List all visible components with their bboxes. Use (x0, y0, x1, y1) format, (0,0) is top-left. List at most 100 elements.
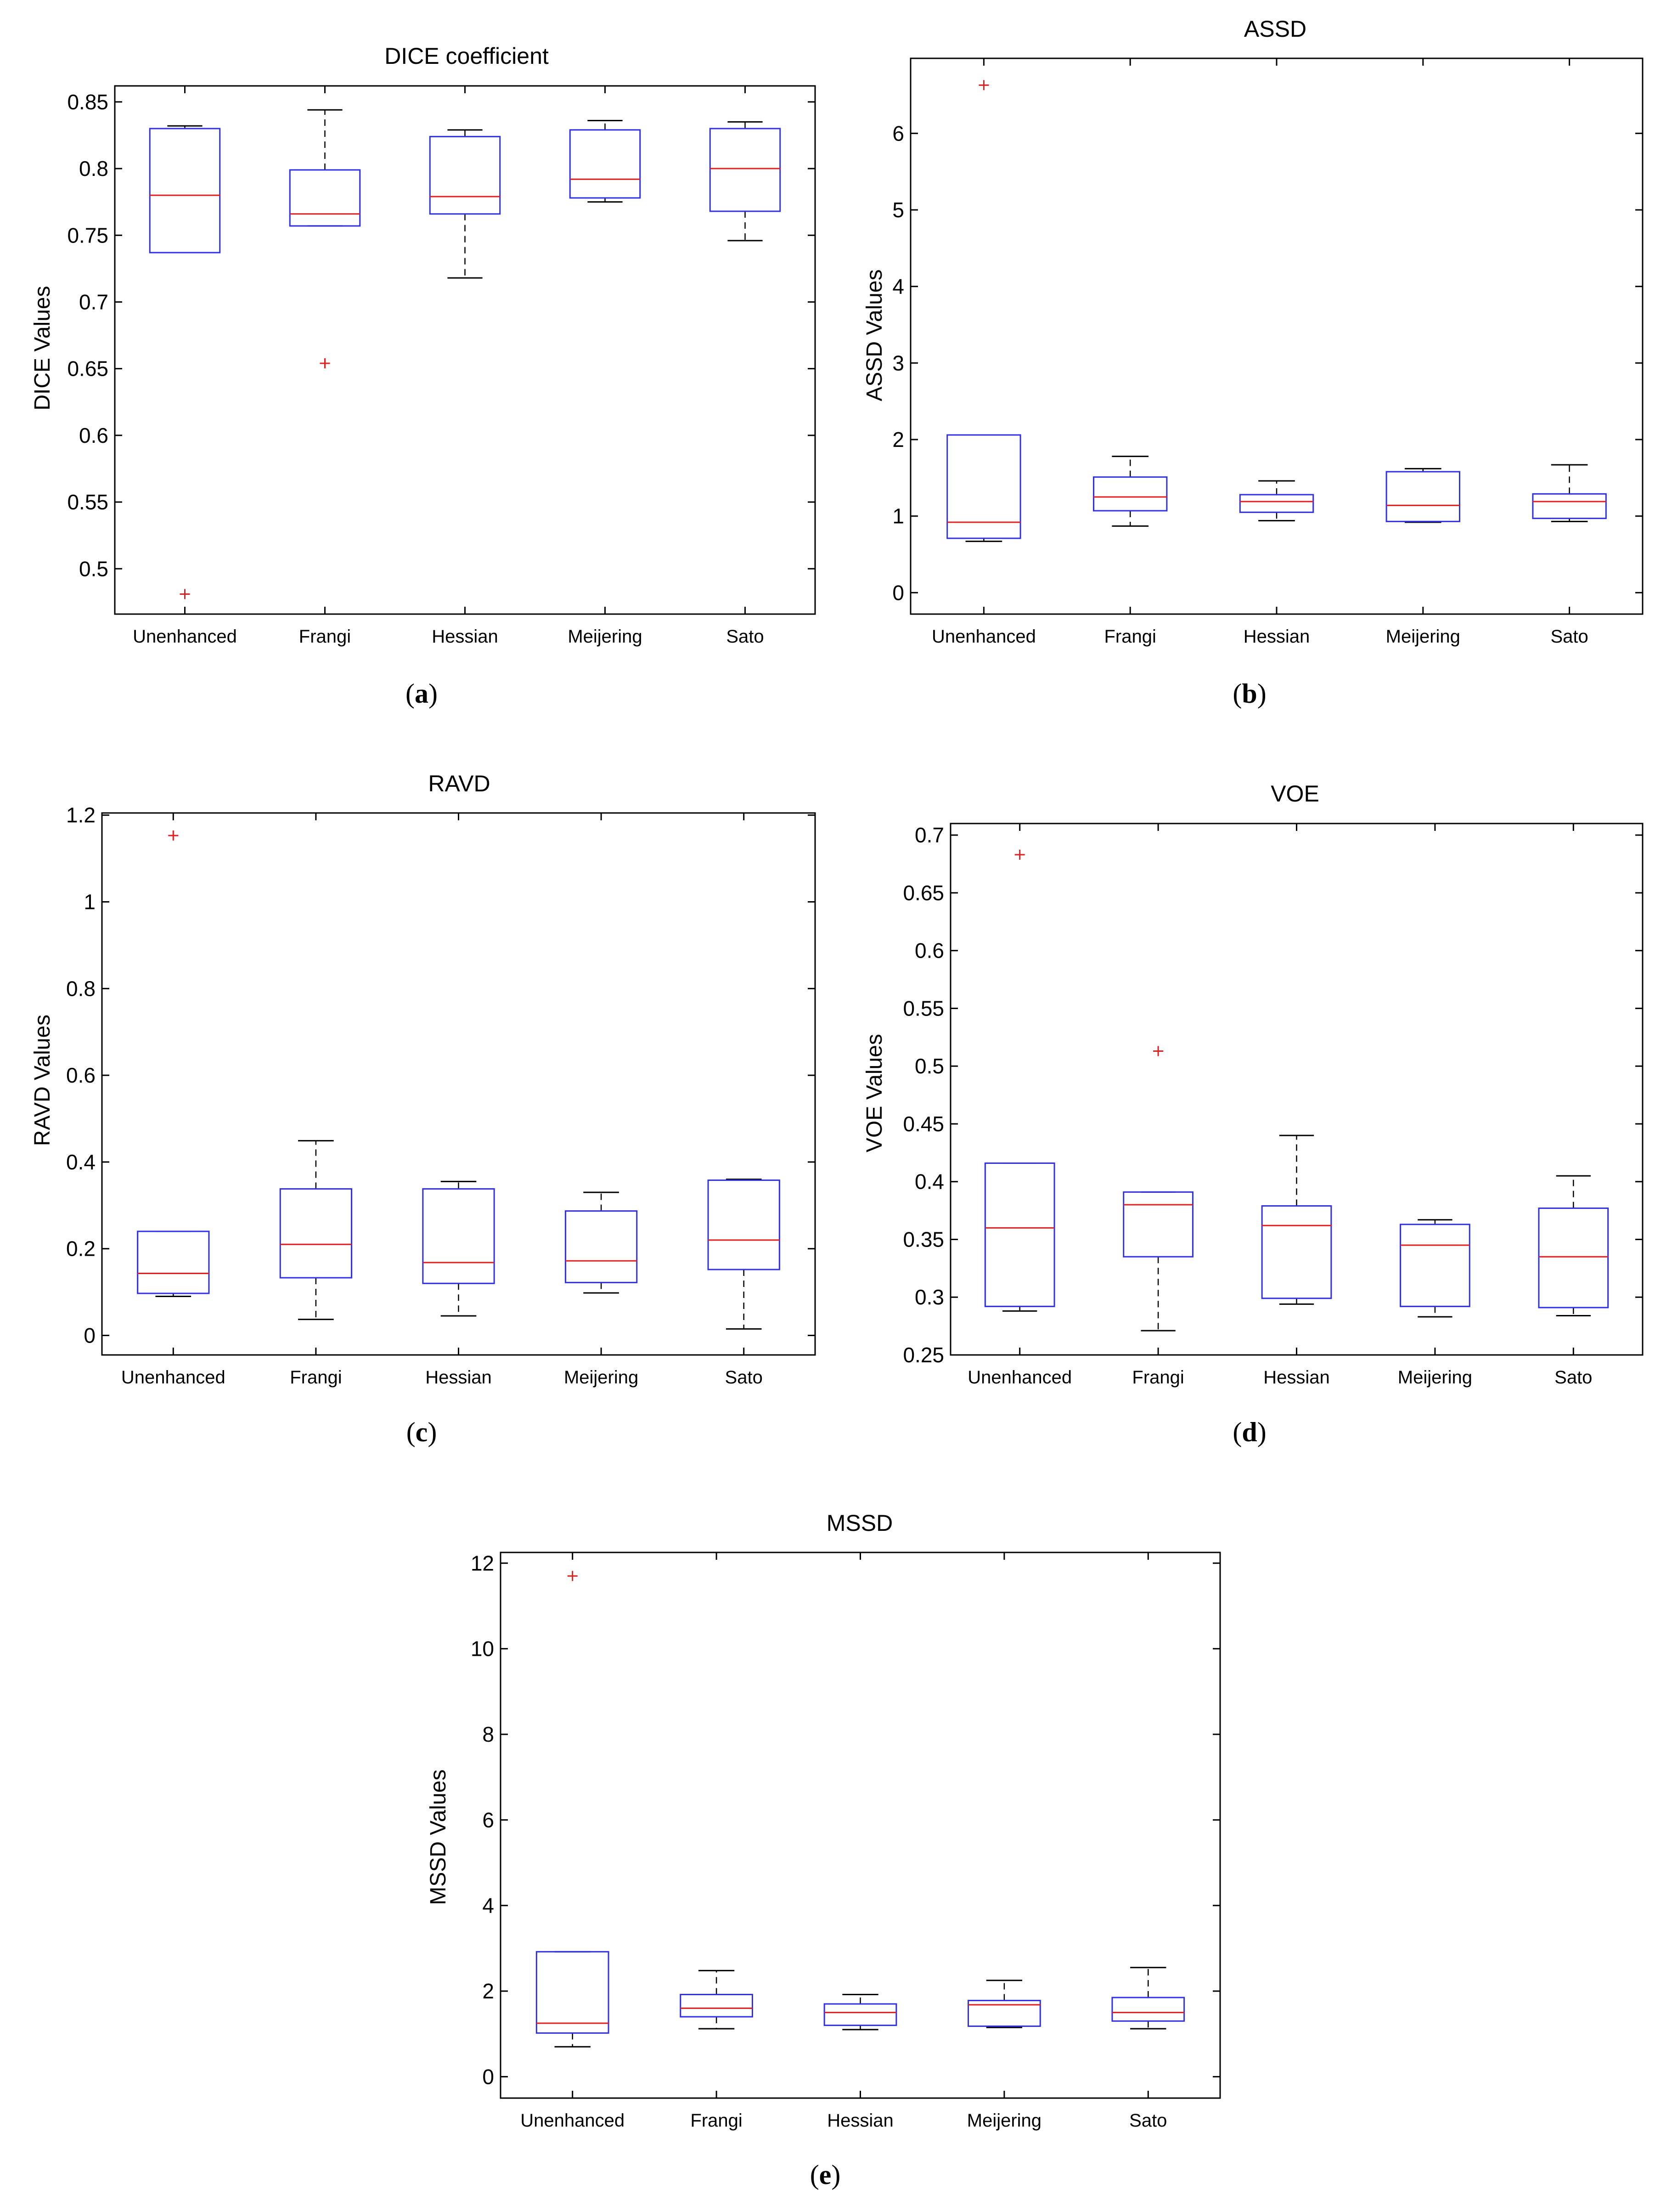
box (1400, 1224, 1470, 1307)
box (137, 1230, 210, 1294)
chart-title: MSSD (827, 1510, 893, 1536)
y-tick-label: 0.75 (67, 223, 108, 247)
panel-label: (a) (405, 678, 438, 709)
plot-marks: 0 0.2 0.4 0.6 0.8 1 1.2 Unenhanced Frangi Hessian… (66, 803, 815, 1388)
plot-marks: 0.5 0.55 0.6 0.65 0.7 0.75 0.8 0.85 Unenhanced Fr… (67, 86, 815, 647)
plot-marks: 0 1 2 3 4 5 6 Unenhanced Frangi Hessian Meijering S… (892, 58, 1643, 647)
y-tick-label: 0.65 (903, 881, 944, 905)
y-tick-label: 0.45 (903, 1112, 944, 1136)
panel-c: RAVD RAVD Values 0 0.2 0.4 0.6 0.8 1 1.2 Unenha… (30, 771, 816, 1447)
panel-label: (e) (810, 2160, 841, 2190)
y-tick-label: 2 (892, 428, 904, 451)
panel-b: ASSD ASSD Values 0 1 2 3 4 5 6 Unenhanced Frangi… (862, 16, 1644, 709)
x-category-label: Hessian (432, 626, 498, 647)
y-tick-label: 10 (471, 1637, 494, 1661)
box (968, 2000, 1041, 2027)
panel-label: (b) (1233, 678, 1266, 709)
y-tick-label: 2 (482, 1979, 494, 2003)
y-tick-label: 4 (482, 1894, 494, 1918)
y-tick-label: 4 (892, 275, 904, 299)
y-axis-label: VOE Values (862, 1034, 887, 1152)
box (422, 1188, 495, 1284)
x-category-label: Frangi (1132, 1367, 1184, 1388)
y-tick-label: 0.4 (915, 1170, 944, 1194)
box (1385, 471, 1461, 522)
y-tick-label: 0.55 (903, 996, 944, 1020)
box (707, 1179, 780, 1270)
box (569, 129, 641, 199)
chart-title: ASSD (1244, 16, 1306, 42)
y-tick-label: 1 (84, 890, 96, 914)
x-category-label: Hessian (425, 1367, 492, 1388)
plot-marks: 0.25 0.3 0.35 0.4 0.45 0.5 0.55 0.6 0.65 0.7 Unenh… (903, 823, 1643, 1388)
y-tick-label: 1 (892, 504, 904, 528)
y-tick-label: 0.25 (903, 1343, 944, 1367)
outlier-marker (180, 589, 190, 599)
x-category-label: Meijering (1398, 1367, 1472, 1388)
y-tick-label: 6 (482, 1808, 494, 1832)
y-tick-label: 0.7 (915, 823, 944, 847)
box (149, 128, 221, 254)
x-category-label: Hessian (827, 2110, 894, 2131)
box (535, 1951, 609, 2034)
outlier-marker (567, 1571, 578, 1581)
y-tick-label: 0.55 (67, 490, 108, 514)
y-tick-label: 0.8 (66, 976, 96, 1000)
x-category-label: Unenhanced (121, 1367, 225, 1388)
y-tick-label: 0.4 (66, 1150, 96, 1174)
y-tick-label: 0.6 (915, 939, 944, 963)
panel-e: MSSD MSSD Values 0 2 4 6 8 10 12 Unenhanced Fran… (426, 1510, 1221, 2190)
y-tick-label: 0.7 (79, 290, 108, 314)
x-category-label: Sato (725, 1367, 763, 1388)
box (1111, 1997, 1185, 2022)
y-tick-label: 0 (482, 2065, 494, 2088)
y-tick-label: 0 (892, 581, 904, 604)
y-tick-label: 0.3 (915, 1285, 944, 1309)
y-tick-label: 0.35 (903, 1227, 944, 1251)
y-tick-label: 0.5 (915, 1054, 944, 1078)
x-category-label: Hessian (1244, 626, 1310, 647)
x-category-label: Unenhanced (520, 2110, 625, 2131)
outlier-marker (1153, 1046, 1164, 1056)
box (429, 135, 501, 215)
x-category-label: Sato (726, 626, 764, 647)
x-category-label: Meijering (568, 626, 642, 647)
x-category-label: Meijering (1386, 626, 1460, 647)
chart-title: DICE coefficient (384, 43, 549, 69)
y-tick-label: 0.6 (66, 1063, 96, 1087)
x-category-label: Sato (1550, 626, 1588, 647)
x-category-label: Unenhanced (968, 1367, 1072, 1388)
x-category-label: Frangi (690, 2110, 742, 2131)
box (564, 1210, 638, 1283)
y-tick-label: 1.2 (66, 803, 96, 827)
x-category-label: Unenhanced (932, 626, 1036, 647)
box (279, 1188, 353, 1279)
outlier-marker (320, 358, 330, 369)
panel-label: (c) (406, 1417, 437, 1447)
panel-a: DICE coefficient DICE Values 0.50.550.60… (30, 43, 816, 709)
box (1538, 1208, 1609, 1309)
y-tick-label: 5 (892, 198, 904, 222)
y-tick-label: 0.2 (66, 1237, 96, 1261)
box (1532, 493, 1607, 519)
y-tick-label: 0 (84, 1324, 96, 1348)
box (289, 169, 361, 227)
outlier-marker (1014, 849, 1025, 860)
y-tick-label: 0.6 (79, 423, 108, 447)
x-category-label: Frangi (290, 1367, 342, 1388)
box (1239, 494, 1314, 513)
y-tick-label: 0.8 (79, 157, 108, 181)
x-category-label: Unenhanced (133, 626, 237, 647)
box (946, 434, 1021, 539)
panel-d: VOE VOE Values 0.25 0.3 0.35 0.4 0.45 0.5 0.55… (862, 781, 1644, 1447)
y-tick-label: 0.65 (67, 357, 108, 381)
outlier-marker (168, 830, 179, 841)
x-category-label: Hessian (1263, 1367, 1330, 1388)
x-category-label: Frangi (1104, 626, 1156, 647)
y-axis-label: RAVD Values (30, 1015, 55, 1146)
box (1261, 1205, 1332, 1299)
y-tick-label: 12 (471, 1551, 494, 1575)
y-axis-label: DICE Values (30, 286, 55, 410)
box (984, 1162, 1055, 1307)
y-tick-label: 0.85 (67, 90, 108, 114)
